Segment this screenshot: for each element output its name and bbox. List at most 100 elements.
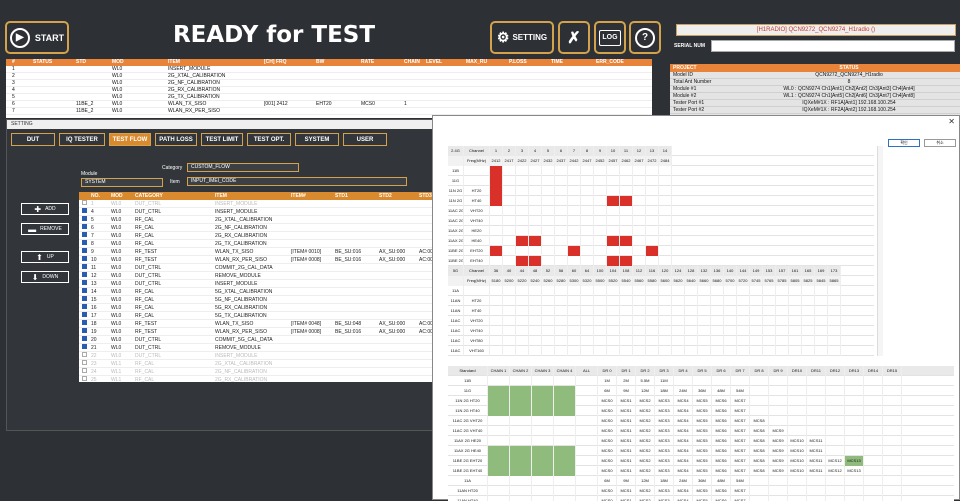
- channel-cell[interactable]: 128: [685, 266, 698, 276]
- channel-toggle[interactable]: [529, 246, 542, 256]
- channel-cell[interactable]: 165: [802, 266, 815, 276]
- channel-toggle[interactable]: [620, 296, 633, 306]
- channel-toggle[interactable]: [490, 286, 503, 296]
- data-rate-cell[interactable]: MCS3: [655, 416, 674, 426]
- chain-toggle[interactable]: [510, 386, 532, 396]
- data-rate-cell[interactable]: MCS2: [636, 446, 655, 456]
- channel-cell[interactable]: 5260: [542, 276, 555, 286]
- chain-toggle[interactable]: [510, 396, 532, 406]
- channel-cell[interactable]: 112: [633, 266, 646, 276]
- channel-toggle[interactable]: [776, 326, 789, 336]
- channel-toggle[interactable]: [594, 216, 607, 226]
- channel-toggle[interactable]: [815, 326, 828, 336]
- channel-toggle[interactable]: [529, 236, 542, 246]
- channel-toggle[interactable]: [503, 216, 516, 226]
- channel-toggle[interactable]: [620, 226, 633, 236]
- channel-toggle[interactable]: [503, 226, 516, 236]
- channel-cell[interactable]: 5620: [672, 276, 685, 286]
- chain-toggle[interactable]: [510, 466, 532, 476]
- channel-toggle[interactable]: [620, 336, 633, 346]
- data-rate-cell[interactable]: MCS2: [636, 486, 655, 496]
- data-rate-cell[interactable]: 2M: [617, 376, 636, 386]
- data-rate-cell[interactable]: [864, 416, 883, 426]
- channel-toggle[interactable]: [516, 176, 529, 186]
- channel-toggle[interactable]: [659, 226, 672, 236]
- channel-toggle[interactable]: [516, 346, 529, 356]
- chain-toggle[interactable]: [488, 416, 510, 426]
- data-rate-cell[interactable]: MCS1: [617, 496, 636, 501]
- channel-toggle[interactable]: [607, 216, 620, 226]
- data-rate-cell[interactable]: MCS2: [636, 466, 655, 476]
- channel-toggle[interactable]: [698, 336, 711, 346]
- channel-toggle[interactable]: [763, 306, 776, 316]
- channel-toggle[interactable]: [490, 296, 503, 306]
- channel-toggle[interactable]: [672, 336, 685, 346]
- data-rate-cell[interactable]: MCS1: [617, 436, 636, 446]
- data-rate-cell[interactable]: MCS6: [712, 396, 731, 406]
- data-rate-cell[interactable]: [674, 376, 693, 386]
- chain-toggle[interactable]: [554, 496, 576, 501]
- channel-toggle[interactable]: [737, 286, 750, 296]
- channel-toggle[interactable]: [659, 336, 672, 346]
- channel-toggle[interactable]: [568, 306, 581, 316]
- channel-toggle[interactable]: [646, 306, 659, 316]
- channel-cell[interactable]: 5520: [607, 276, 620, 286]
- channel-toggle[interactable]: [620, 346, 633, 356]
- data-rate-cell[interactable]: 6M: [598, 476, 617, 486]
- ok-button[interactable]: 확인: [888, 139, 920, 147]
- data-rate-cell[interactable]: [864, 396, 883, 406]
- channel-cell[interactable]: 5540: [620, 276, 633, 286]
- channel-toggle[interactable]: [776, 286, 789, 296]
- channel-toggle[interactable]: [555, 206, 568, 216]
- channel-toggle[interactable]: [659, 196, 672, 206]
- channel-toggle[interactable]: [594, 316, 607, 326]
- channel-toggle[interactable]: [711, 346, 724, 356]
- data-rate-cell[interactable]: [883, 406, 902, 416]
- chain-toggle[interactable]: [488, 456, 510, 466]
- data-rate-cell[interactable]: MCS4: [674, 446, 693, 456]
- channel-toggle[interactable]: [659, 286, 672, 296]
- channel-toggle[interactable]: [555, 316, 568, 326]
- channel-cell[interactable]: 8: [581, 146, 594, 156]
- channel-toggle[interactable]: [815, 316, 828, 326]
- channel-toggle[interactable]: [633, 286, 646, 296]
- chain-toggle[interactable]: [488, 476, 510, 486]
- channel-toggle[interactable]: [555, 306, 568, 316]
- data-rate-cell[interactable]: [769, 386, 788, 396]
- channel-toggle[interactable]: [555, 336, 568, 346]
- channel-toggle[interactable]: [646, 246, 659, 256]
- data-rate-cell[interactable]: [750, 386, 769, 396]
- data-rate-cell[interactable]: [788, 416, 807, 426]
- channel-toggle[interactable]: [516, 236, 529, 246]
- chain-toggle[interactable]: [554, 446, 576, 456]
- chain-toggle[interactable]: [488, 446, 510, 456]
- channel-toggle[interactable]: [568, 236, 581, 246]
- channel-cell[interactable]: 2472: [646, 156, 659, 166]
- row-checkbox[interactable]: [82, 344, 87, 349]
- channel-toggle[interactable]: [555, 176, 568, 186]
- channel-toggle[interactable]: [555, 246, 568, 256]
- channel-toggle[interactable]: [763, 296, 776, 306]
- tab-system[interactable]: SYSTEM: [295, 133, 339, 146]
- row-checkbox[interactable]: [82, 208, 87, 213]
- data-rate-cell[interactable]: [826, 416, 845, 426]
- data-rate-cell[interactable]: MCS7: [731, 446, 750, 456]
- channel-toggle[interactable]: [581, 186, 594, 196]
- data-rate-cell[interactable]: MCS4: [674, 466, 693, 476]
- channel-toggle[interactable]: [581, 176, 594, 186]
- channel-toggle[interactable]: [646, 166, 659, 176]
- channel-toggle[interactable]: [750, 336, 763, 346]
- channel-toggle[interactable]: [620, 316, 633, 326]
- channel-cell[interactable]: 2484: [659, 156, 672, 166]
- channel-toggle[interactable]: [568, 336, 581, 346]
- channel-toggle[interactable]: [776, 306, 789, 316]
- channel-cell[interactable]: 2427: [529, 156, 542, 166]
- data-rate-cell[interactable]: MCS6: [712, 466, 731, 476]
- flow-row[interactable]: 20 WL0 DUT_CTRL COMMIT_5G_CAL_DATA: [79, 336, 433, 344]
- channel-toggle[interactable]: [685, 296, 698, 306]
- channel-toggle[interactable]: [659, 216, 672, 226]
- data-rate-cell[interactable]: [807, 396, 826, 406]
- channel-cell[interactable]: 4: [529, 146, 542, 156]
- channel-cell[interactable]: 12: [633, 146, 646, 156]
- channel-toggle[interactable]: [620, 286, 633, 296]
